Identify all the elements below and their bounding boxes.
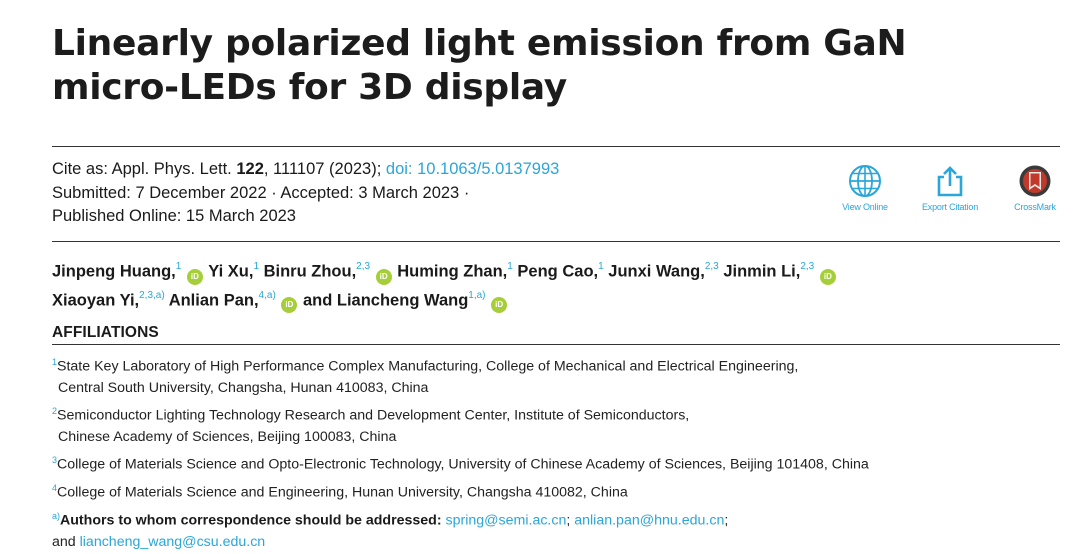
author-affiliation-sup: 1 <box>175 261 182 272</box>
author-name: Yi Xu, <box>208 262 254 281</box>
affiliation-line: College of Materials Science and Enginee… <box>57 484 628 501</box>
top-divider <box>52 146 1060 147</box>
affiliation-item: 2Semiconductor Lighting Technology Resea… <box>52 401 1062 449</box>
affiliation-sup: 1 <box>52 357 58 367</box>
correspondence-sup: a) <box>52 511 61 521</box>
view-online-label: View Online <box>842 202 888 212</box>
affiliation-item: 1State Key Laboratory of High Performanc… <box>52 352 1062 400</box>
author-affiliation-sup: 2,3,a) <box>139 289 165 301</box>
export-citation-label: Export Citation <box>921 202 979 212</box>
author-name: Junxi Wang, <box>608 262 705 281</box>
export-citation-button[interactable]: Export Citation <box>915 164 985 212</box>
affiliation-item: 4College of Materials Science and Engine… <box>52 478 1062 504</box>
correspondence-label: Authors to whom correspondence should be… <box>60 512 446 529</box>
affiliation-line: Chinese Academy of Sciences, Beijing 100… <box>58 429 397 446</box>
author-list: Jinpeng Huang,1 iD Yi Xu,1 Binru Zhou,2,… <box>52 256 1052 313</box>
export-icon <box>937 166 963 197</box>
affiliation-sup: 2 <box>52 406 58 417</box>
orcid-icon[interactable]: iD <box>819 268 836 285</box>
affiliation-line: Semiconductor Lighting Technology Resear… <box>57 407 690 424</box>
affiliations-list: 1State Key Laboratory of High Performanc… <box>52 352 1062 506</box>
author-affiliation-sup: 1,a) <box>468 289 486 301</box>
author-name: Xiaoyan Yi, <box>52 291 140 309</box>
author-name: Huming Zhan, <box>397 262 508 281</box>
author-affiliation-sup: 1 <box>253 261 259 272</box>
email-link[interactable]: anlian.pan@hnu.edu.cn <box>574 512 725 529</box>
author-name: Peng Cao, <box>517 262 599 281</box>
author-affiliation-sup: 4,a) <box>258 289 276 301</box>
correspondence-line: a)Authors to whom correspondence should … <box>52 511 729 529</box>
header-divider <box>52 241 1060 242</box>
author-name: Jinmin Li, <box>723 262 801 281</box>
affiliation-line: College of Materials Science and Opto-El… <box>57 457 869 474</box>
cite-line: Cite as: Appl. Phys. Lett. 122, 111107 (… <box>52 160 560 178</box>
orcid-icon[interactable]: iD <box>491 297 508 313</box>
affiliation-item: 3College of Materials Science and Opto-E… <box>52 450 1062 476</box>
author-affiliation-sup: 1 <box>507 261 513 272</box>
affiliations-heading: AFFILIATIONS <box>52 324 159 341</box>
orcid-icon[interactable]: iD <box>186 268 203 285</box>
crossmark-icon <box>1019 165 1051 197</box>
correspondence-block: a)Authors to whom correspondence should … <box>52 506 1052 554</box>
affiliation-sup: 4 <box>52 483 58 494</box>
doi-link[interactable]: doi: 10.1063/5.0137993 <box>385 160 560 178</box>
affiliations-divider <box>52 344 1060 345</box>
author-affiliation-sup: 2,3 <box>704 261 719 272</box>
crossmark-button[interactable]: CrossMark <box>1000 164 1070 212</box>
crossmark-label: CrossMark <box>1014 202 1056 212</box>
author-name: Anlian Pan, <box>168 291 259 309</box>
author-name: and Liancheng Wang <box>302 291 469 309</box>
author-affiliation-sup: 2,3 <box>356 261 371 272</box>
author-name: Jinpeng Huang, <box>52 262 176 281</box>
globe-icon <box>849 165 881 197</box>
affiliation-line: State Key Laboratory of High Performance… <box>57 358 799 375</box>
affiliation-line: Central South University, Changsha, Huna… <box>58 380 429 397</box>
orcid-icon[interactable]: iD <box>375 268 392 285</box>
author-affiliation-sup: 2,3 <box>800 261 815 272</box>
email-link[interactable]: spring@semi.ac.cn <box>445 512 567 529</box>
submitted-line: Submitted: 7 December 2022 · Accepted: 3… <box>52 183 470 202</box>
orcid-icon[interactable]: iD <box>281 297 298 313</box>
article-title: Linearly polarized light emission from G… <box>52 23 907 108</box>
author-affiliation-sup: 1 <box>598 261 604 272</box>
author-name: Binru Zhou, <box>263 262 357 281</box>
email-link[interactable]: liancheng_wang@csu.edu.cn <box>79 534 266 551</box>
citation-block: Cite as: Appl. Phys. Lett. 122, 111107 (… <box>52 158 692 229</box>
view-online-button[interactable]: View Online <box>830 164 900 212</box>
correspondence-line: and liancheng_wang@csu.edu.cn <box>52 534 266 551</box>
affiliation-sup: 3 <box>52 455 58 466</box>
published-line: Published Online: 15 March 2023 <box>52 207 296 225</box>
volume: 122 <box>236 160 264 178</box>
